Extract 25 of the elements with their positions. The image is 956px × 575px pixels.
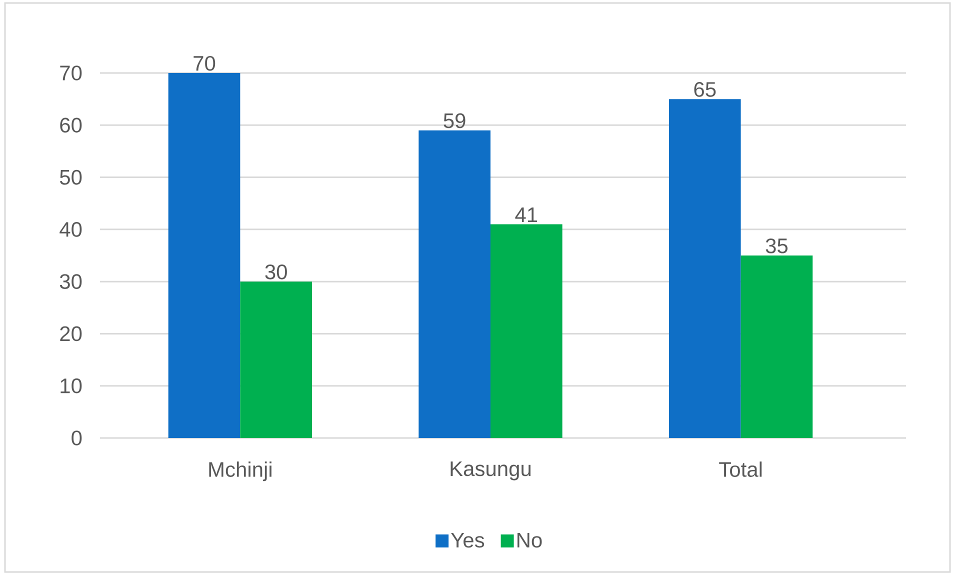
y-tick-label: 60 [60, 118, 82, 133]
y-tick-label: 10 [60, 378, 82, 394]
legend-label: Yes [451, 532, 484, 548]
bar [740, 256, 813, 438]
data-label: 35 [766, 238, 788, 254]
y-tick-label: 40 [60, 222, 82, 237]
bar [668, 99, 741, 438]
x-tick-label: Total [719, 462, 762, 477]
y-tick-label: 20 [60, 326, 82, 342]
x-tick-label: Kasungu [450, 462, 531, 480]
data-label: 59 [444, 113, 466, 128]
bar [168, 73, 240, 438]
y-tick-label: 30 [60, 274, 82, 290]
legend-label: No [518, 532, 542, 548]
bar [490, 224, 562, 438]
y-tick-label: 70 [60, 66, 82, 80]
data-label: 30 [265, 264, 287, 280]
bar [418, 130, 490, 438]
data-label: 70 [194, 56, 216, 71]
x-tick-label: Mchinji [209, 462, 272, 482]
data-label: 65 [694, 82, 716, 97]
y-tick-label: 50 [60, 170, 82, 185]
bar [240, 282, 312, 438]
y-tick-label: 0 [72, 430, 82, 446]
data-label: 41 [515, 208, 538, 222]
